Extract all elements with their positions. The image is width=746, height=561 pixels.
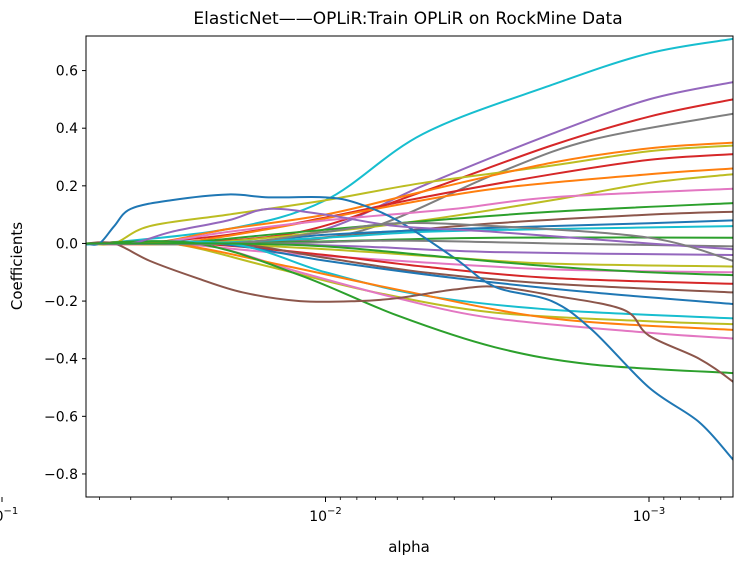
x-tick-base: 10 xyxy=(633,509,651,525)
x-tick-base: 10 xyxy=(0,509,4,525)
y-tick-label: 0.6 xyxy=(56,64,78,80)
y-tick-label: 0.2 xyxy=(56,179,78,195)
x-axis-label: alpha xyxy=(388,538,430,556)
series-line-coef-af xyxy=(86,242,733,277)
x-tick-label: 10−1 xyxy=(0,506,18,525)
y-tick-label: 0.4 xyxy=(56,121,78,137)
series-line-coef-ab xyxy=(86,241,733,384)
series-group xyxy=(86,37,733,462)
series-line-coef-u xyxy=(86,241,733,294)
x-tick-exponent: −2 xyxy=(327,506,342,517)
x-tick-exponent: −3 xyxy=(651,506,666,517)
x-tick-label: 10−2 xyxy=(309,506,342,525)
y-axis-label: Coefficients xyxy=(8,222,26,310)
x-axis: 10−110−210−3 xyxy=(0,497,722,525)
series-line-coef-e xyxy=(86,144,733,246)
y-tick-label: −0.2 xyxy=(44,294,78,310)
series-line-coef-ac xyxy=(86,193,733,462)
series-line-coef-d xyxy=(86,112,733,246)
series-line-coef-ad xyxy=(86,207,733,251)
y-tick-label: −0.8 xyxy=(44,467,78,483)
y-axis: 0.6 0.4 0.2 0.0 −0.2 −0.4 −0.6 −0.8 xyxy=(44,64,86,483)
y-tick-label: 0.0 xyxy=(56,236,78,252)
series-line-coef-s xyxy=(86,241,733,274)
plot-area-frame xyxy=(85,35,734,498)
x-tick-exponent: −1 xyxy=(4,506,19,517)
x-tick-label: 10−3 xyxy=(633,506,666,525)
x-tick-base: 10 xyxy=(309,509,327,525)
series-line-coef-a xyxy=(86,37,733,246)
y-tick-label: −0.6 xyxy=(44,409,78,425)
chart-title: ElasticNet——OPLiR:Train OPLiR on RockMin… xyxy=(193,9,622,29)
y-tick-label: −0.4 xyxy=(44,352,78,368)
series-line-coef-y xyxy=(86,240,733,340)
